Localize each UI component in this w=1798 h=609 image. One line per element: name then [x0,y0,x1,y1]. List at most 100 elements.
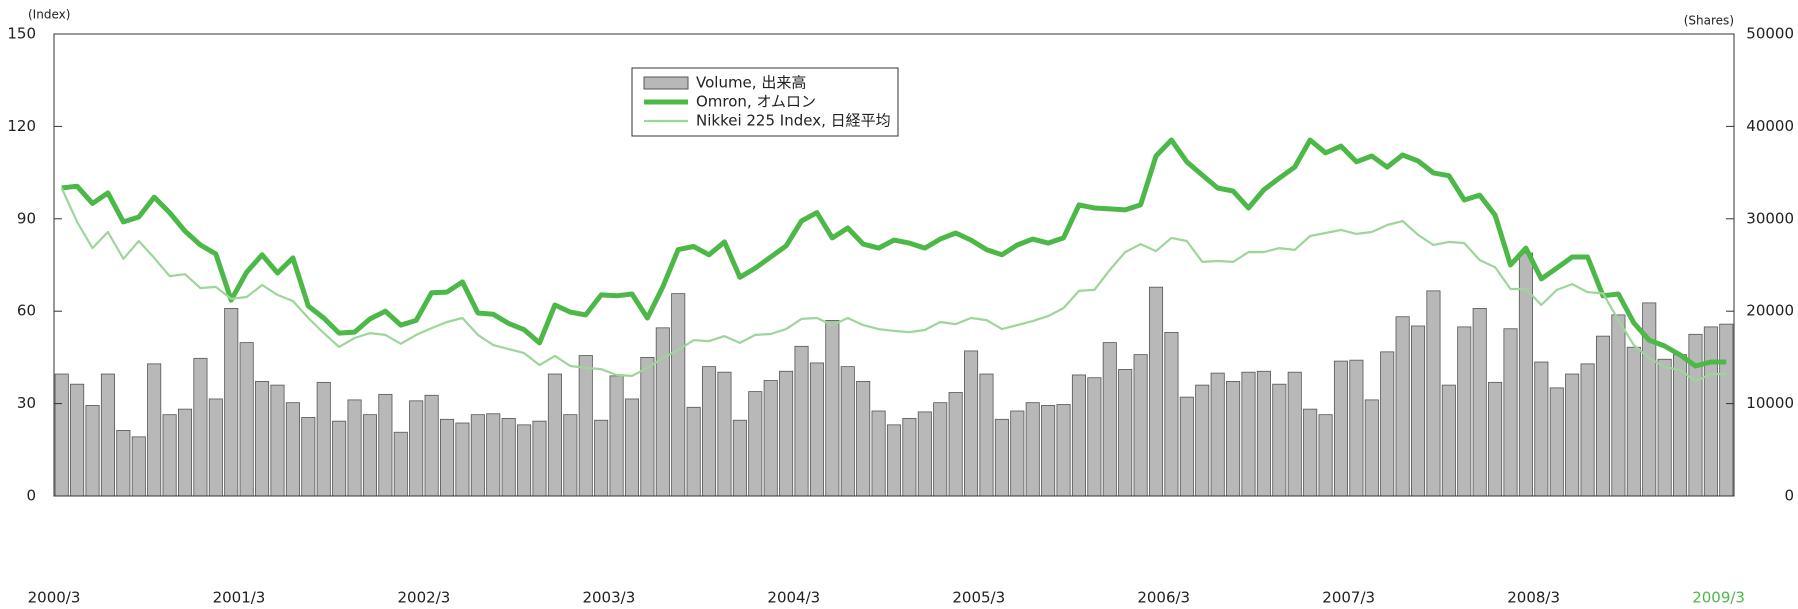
bar [825,320,840,497]
bar [1611,314,1626,497]
bar [100,373,115,497]
y-tick-label: 120 [7,117,36,135]
bar [116,429,131,497]
bar [563,414,578,497]
bar [1179,396,1194,497]
y2-axis-label: (Shares) [1684,14,1734,28]
bar [455,422,470,497]
bar [609,375,624,497]
bar [1688,333,1703,497]
bar [1010,410,1025,497]
bar [748,391,763,497]
bar [285,402,300,497]
bar [347,399,362,497]
line [61,137,1727,369]
bar [1580,363,1595,497]
line [60,187,1727,383]
bar [1657,358,1672,497]
x-tick-label: 2008/3 [1507,589,1560,607]
plot-frame [53,33,1735,497]
legend-swatch [643,76,689,90]
x-tick-label: 2002/3 [398,589,451,607]
legend-label: Omron, オムロン [696,93,816,111]
bar [362,414,377,497]
bar [1673,354,1688,497]
bar [316,381,331,497]
bar [393,431,408,497]
bar [917,411,932,497]
bar [547,373,562,497]
bar [979,373,994,497]
bar [501,417,516,497]
legend-label: Volume, 出来高 [696,74,806,92]
bar [1025,402,1040,497]
bar [702,366,717,497]
bar [162,414,177,497]
bar [994,418,1009,497]
bar [1395,316,1410,497]
bar [1210,372,1225,497]
bar [1565,373,1580,497]
y-tick-label: 60 [17,302,36,320]
bar [239,342,254,497]
bar [671,293,686,497]
bar [486,413,501,497]
bar [1364,399,1379,497]
bar [131,436,146,497]
bar [1303,408,1318,497]
bar [1118,369,1133,497]
bar [1272,383,1287,497]
bar [1164,332,1179,497]
bar [1549,387,1564,497]
bar [177,408,193,497]
bar [224,308,239,497]
bar [1041,405,1056,497]
bar [840,366,855,497]
bar [1719,323,1734,497]
x-tick-label: 2001/3 [213,589,266,607]
bar [902,417,917,497]
bar [1441,384,1456,497]
bar [54,373,69,497]
bar [964,350,979,497]
bar [147,363,162,497]
bar [532,420,547,497]
bar [686,406,701,497]
bar [886,424,902,497]
y2-tick-label: 30000 [1746,209,1794,227]
bar [1472,308,1487,497]
bar [255,381,270,497]
bar [1256,370,1271,497]
x-tick-label: 2009/3 [1692,589,1745,607]
y2-tick-label: 50000 [1746,25,1794,43]
bar [1349,359,1364,497]
bar [1102,342,1117,497]
bar [1457,326,1472,497]
bar [424,394,439,497]
bar [1195,384,1210,497]
bar [70,383,85,497]
bar [1318,414,1333,497]
y-tick-label: 90 [17,209,36,227]
bar [1333,360,1349,497]
bar [378,393,393,497]
y-tick-label: 150 [7,25,36,43]
bar [794,345,809,497]
bar [717,371,732,497]
bar [578,355,593,497]
bar [1087,377,1102,497]
legend-label: Nikkei 225 Index, 日経平均 [696,112,891,130]
bar [1287,371,1302,497]
bar [1595,335,1611,497]
bar [1488,381,1503,497]
y2-tick-label: 10000 [1746,394,1794,412]
bar [1411,325,1426,497]
bar [193,357,208,497]
bar [439,418,455,497]
x-tick-label: 2000/3 [28,589,81,607]
bar [1226,381,1241,497]
y-tick-label: 30 [17,394,36,412]
bar [594,419,609,497]
bar [1626,346,1641,497]
